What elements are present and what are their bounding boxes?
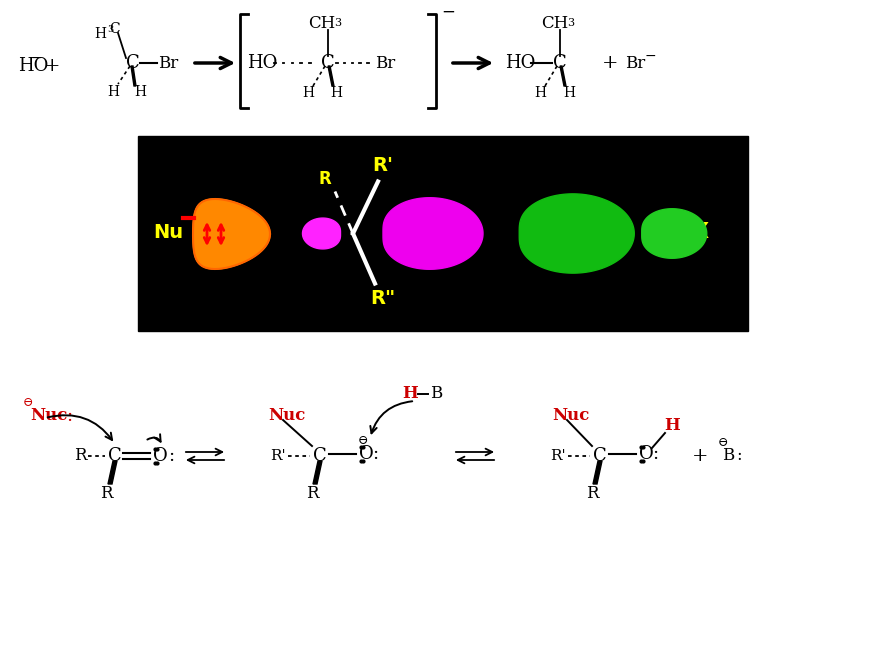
Polygon shape (593, 461, 602, 484)
Text: HO: HO (18, 57, 48, 75)
Text: H: H (134, 85, 146, 99)
Text: H: H (664, 418, 680, 434)
Polygon shape (519, 194, 634, 273)
Text: R': R' (372, 156, 393, 175)
Polygon shape (193, 199, 270, 269)
Text: R: R (586, 486, 599, 503)
Polygon shape (560, 66, 566, 86)
Text: H: H (563, 86, 575, 100)
Text: R: R (99, 486, 112, 503)
Text: Nuc: Nuc (268, 408, 305, 424)
Text: H: H (94, 27, 106, 41)
Text: B: B (722, 448, 734, 464)
Text: R: R (305, 486, 318, 503)
Text: :: : (736, 448, 741, 464)
Polygon shape (303, 218, 340, 249)
Text: X: X (692, 222, 709, 242)
Text: R: R (74, 448, 86, 464)
Text: R": R" (370, 289, 396, 308)
Text: C: C (126, 54, 140, 72)
Text: C: C (553, 54, 567, 72)
Text: R': R' (270, 449, 286, 463)
Text: :: : (372, 445, 378, 463)
Text: O: O (153, 447, 167, 465)
Text: O: O (638, 445, 654, 463)
Text: B: B (430, 386, 442, 402)
Polygon shape (328, 66, 334, 86)
Text: 3: 3 (567, 18, 575, 28)
Polygon shape (383, 198, 483, 269)
Text: H: H (302, 86, 314, 100)
Text: +: + (602, 54, 618, 72)
Text: :: : (66, 407, 72, 425)
Text: C: C (593, 447, 607, 465)
Text: C: C (110, 22, 120, 36)
Text: ⊖: ⊖ (358, 434, 369, 446)
Text: −: − (441, 3, 455, 21)
Text: ⊖: ⊖ (23, 396, 33, 408)
Text: C: C (108, 447, 122, 465)
Text: +: + (692, 447, 709, 465)
Polygon shape (642, 208, 707, 258)
Text: HO: HO (504, 54, 535, 72)
Text: Br: Br (375, 55, 395, 71)
Text: R: R (319, 170, 331, 188)
Text: R': R' (551, 449, 566, 463)
Text: CH: CH (542, 15, 568, 31)
Text: −: − (644, 49, 656, 63)
Text: H: H (330, 86, 342, 100)
Text: H: H (534, 86, 546, 100)
Text: :: : (652, 445, 658, 463)
Text: C: C (313, 447, 327, 465)
Text: Nuc: Nuc (30, 408, 67, 424)
Text: Br: Br (625, 55, 645, 71)
Text: C: C (321, 54, 335, 72)
Polygon shape (131, 66, 136, 86)
Text: Nuc: Nuc (552, 408, 590, 424)
Text: −: − (30, 51, 42, 65)
Text: O: O (359, 445, 373, 463)
Text: CH: CH (308, 15, 336, 31)
Text: Br: Br (158, 55, 178, 71)
Polygon shape (313, 461, 322, 484)
Text: 3: 3 (107, 25, 114, 33)
Text: ⊖: ⊖ (718, 436, 728, 448)
Text: H: H (402, 386, 418, 402)
Text: 3: 3 (335, 18, 342, 28)
Text: H: H (107, 85, 119, 99)
Bar (138, 136, 748, 331)
Text: HO: HO (247, 54, 277, 72)
Text: :: : (168, 447, 174, 465)
Text: Nu: Nu (153, 222, 183, 242)
Text: +: + (44, 57, 60, 75)
Polygon shape (108, 461, 117, 484)
